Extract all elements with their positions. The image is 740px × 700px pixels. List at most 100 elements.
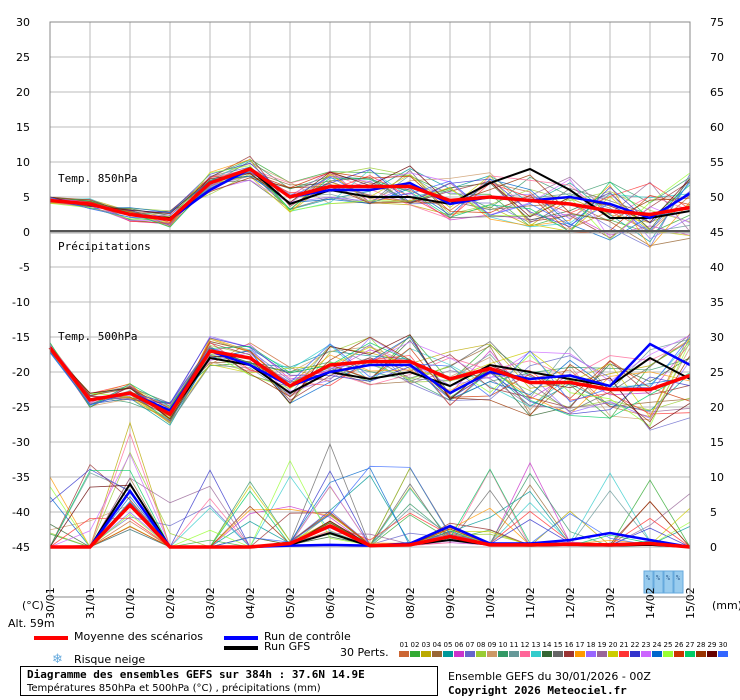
snow-risk-marker [673,570,684,594]
legend-perts-label: 30 Perts. [340,646,389,659]
pert-number: 05 [443,641,453,649]
x-tick-label: 05/02 [284,587,297,619]
x-tick-label: 01/02 [124,587,137,619]
snow-risk-label: % [656,574,661,582]
y-tick-left: 0 [23,226,30,239]
pert-swatch [608,651,618,657]
pert-number: 07 [465,641,475,649]
pert-swatch [630,651,640,657]
pert-swatch [663,651,673,657]
pert-number: 25 [663,641,673,649]
pert-number: 29 [707,641,717,649]
pert-500-line [49,348,691,426]
pert-swatch [696,651,706,657]
pert-500-line [49,336,691,406]
y-tick-left: 5 [23,191,30,204]
pert-number: 23 [641,641,651,649]
pert-850-line [49,166,691,233]
run-info: Ensemble GEFS du 30/01/2026 - 00Z [448,670,651,683]
y-tick-right: 5 [710,506,717,519]
y-tick-left: 30 [16,16,30,29]
pert-number: 15 [553,641,563,649]
pert-850-line [49,159,691,249]
pert-swatch [410,651,420,657]
x-unit-right: (mm) [712,599,740,612]
snow-risk-marker [643,570,654,594]
legend-control-label: Run de contrôle [264,630,351,643]
pert-number: 02 [410,641,420,649]
pert-500-line [49,342,691,419]
pert-number: 14 [542,641,552,649]
x-tick-label: 09/02 [444,587,457,619]
y-tick-left: -20 [12,366,30,379]
y-tick-right: 45 [710,226,724,239]
pert-swatch [652,651,662,657]
pert-number: 08 [476,641,486,649]
legend-mean-label: Moyenne des scénarios [74,630,203,643]
y-tick-left: 15 [16,121,30,134]
y-tick-left: 10 [16,156,30,169]
pert-swatch [619,651,629,657]
pert-850-line [49,167,691,223]
legend-snow-label: Risque neige [74,653,146,666]
pert-number: 16 [564,641,574,649]
x-tick-label: 10/02 [484,587,497,619]
pert-swatch [641,651,651,657]
legend-mean-swatch [34,636,68,640]
y-tick-right: 30 [710,331,724,344]
y-tick-right: 35 [710,296,724,309]
pert-swatch [718,651,728,657]
pert-number: 10 [498,641,508,649]
pert-500-line [49,337,691,423]
pert-number: 03 [421,641,431,649]
annotation-t850: Temp. 850hPa [58,172,137,185]
x-tick-label: 12/02 [564,587,577,619]
pert-850-line [49,162,691,228]
snow-risk-label: % [646,574,651,582]
annotation-t500: Temp. 500hPa [58,330,137,343]
y-tick-left: -25 [12,401,30,414]
pert-swatch [674,651,684,657]
y-tick-left: 25 [16,51,30,64]
x-tick-label: 31/01 [84,587,97,619]
snowflake-icon: ❄ [52,652,63,667]
x-tick-label: 11/02 [524,587,537,619]
mean-precip-line [50,502,691,549]
pert-swatch [586,651,596,657]
x-tick-label: 07/02 [364,587,377,619]
pert-number: 28 [696,641,706,649]
x-tick-label: 15/02 [684,587,697,619]
pert-swatch [597,651,607,657]
y-tick-left: -35 [12,471,30,484]
y-tick-right: 0 [710,541,717,554]
altitude-label: Alt. 59m [8,617,55,630]
x-tick-label: 02/02 [164,587,177,619]
pert-number: 22 [630,641,640,649]
y-tick-right: 50 [710,191,724,204]
pert-swatch [685,651,695,657]
pert-swatch [432,651,442,657]
pert-swatch [553,651,563,657]
y-tick-right: 75 [710,16,724,29]
x-tick-label: 13/02 [604,587,617,619]
x-tick-label: 04/02 [244,587,257,619]
legend-gfs-label: Run GFS [264,640,311,653]
annotation-precip: Précipitations [58,240,151,253]
pert-number: 04 [432,641,442,649]
y-tick-right: 60 [710,121,724,134]
main-series-lines: %%%% [48,167,691,594]
y-tick-right: 55 [710,156,724,169]
pert-number: 11 [509,641,519,649]
y-tick-left: -10 [12,296,30,309]
pert-swatch [575,651,585,657]
y-tick-left: -5 [19,261,30,274]
pert-swatch [454,651,464,657]
pert-swatch [542,651,552,657]
pert-500-line [49,348,691,419]
pert-number: 24 [652,641,662,649]
copyright: Copyright 2026 Meteociel.fr [448,684,627,697]
pert-number: 01 [399,641,409,649]
pert-swatch [487,651,497,657]
y-tick-left: -30 [12,436,30,449]
